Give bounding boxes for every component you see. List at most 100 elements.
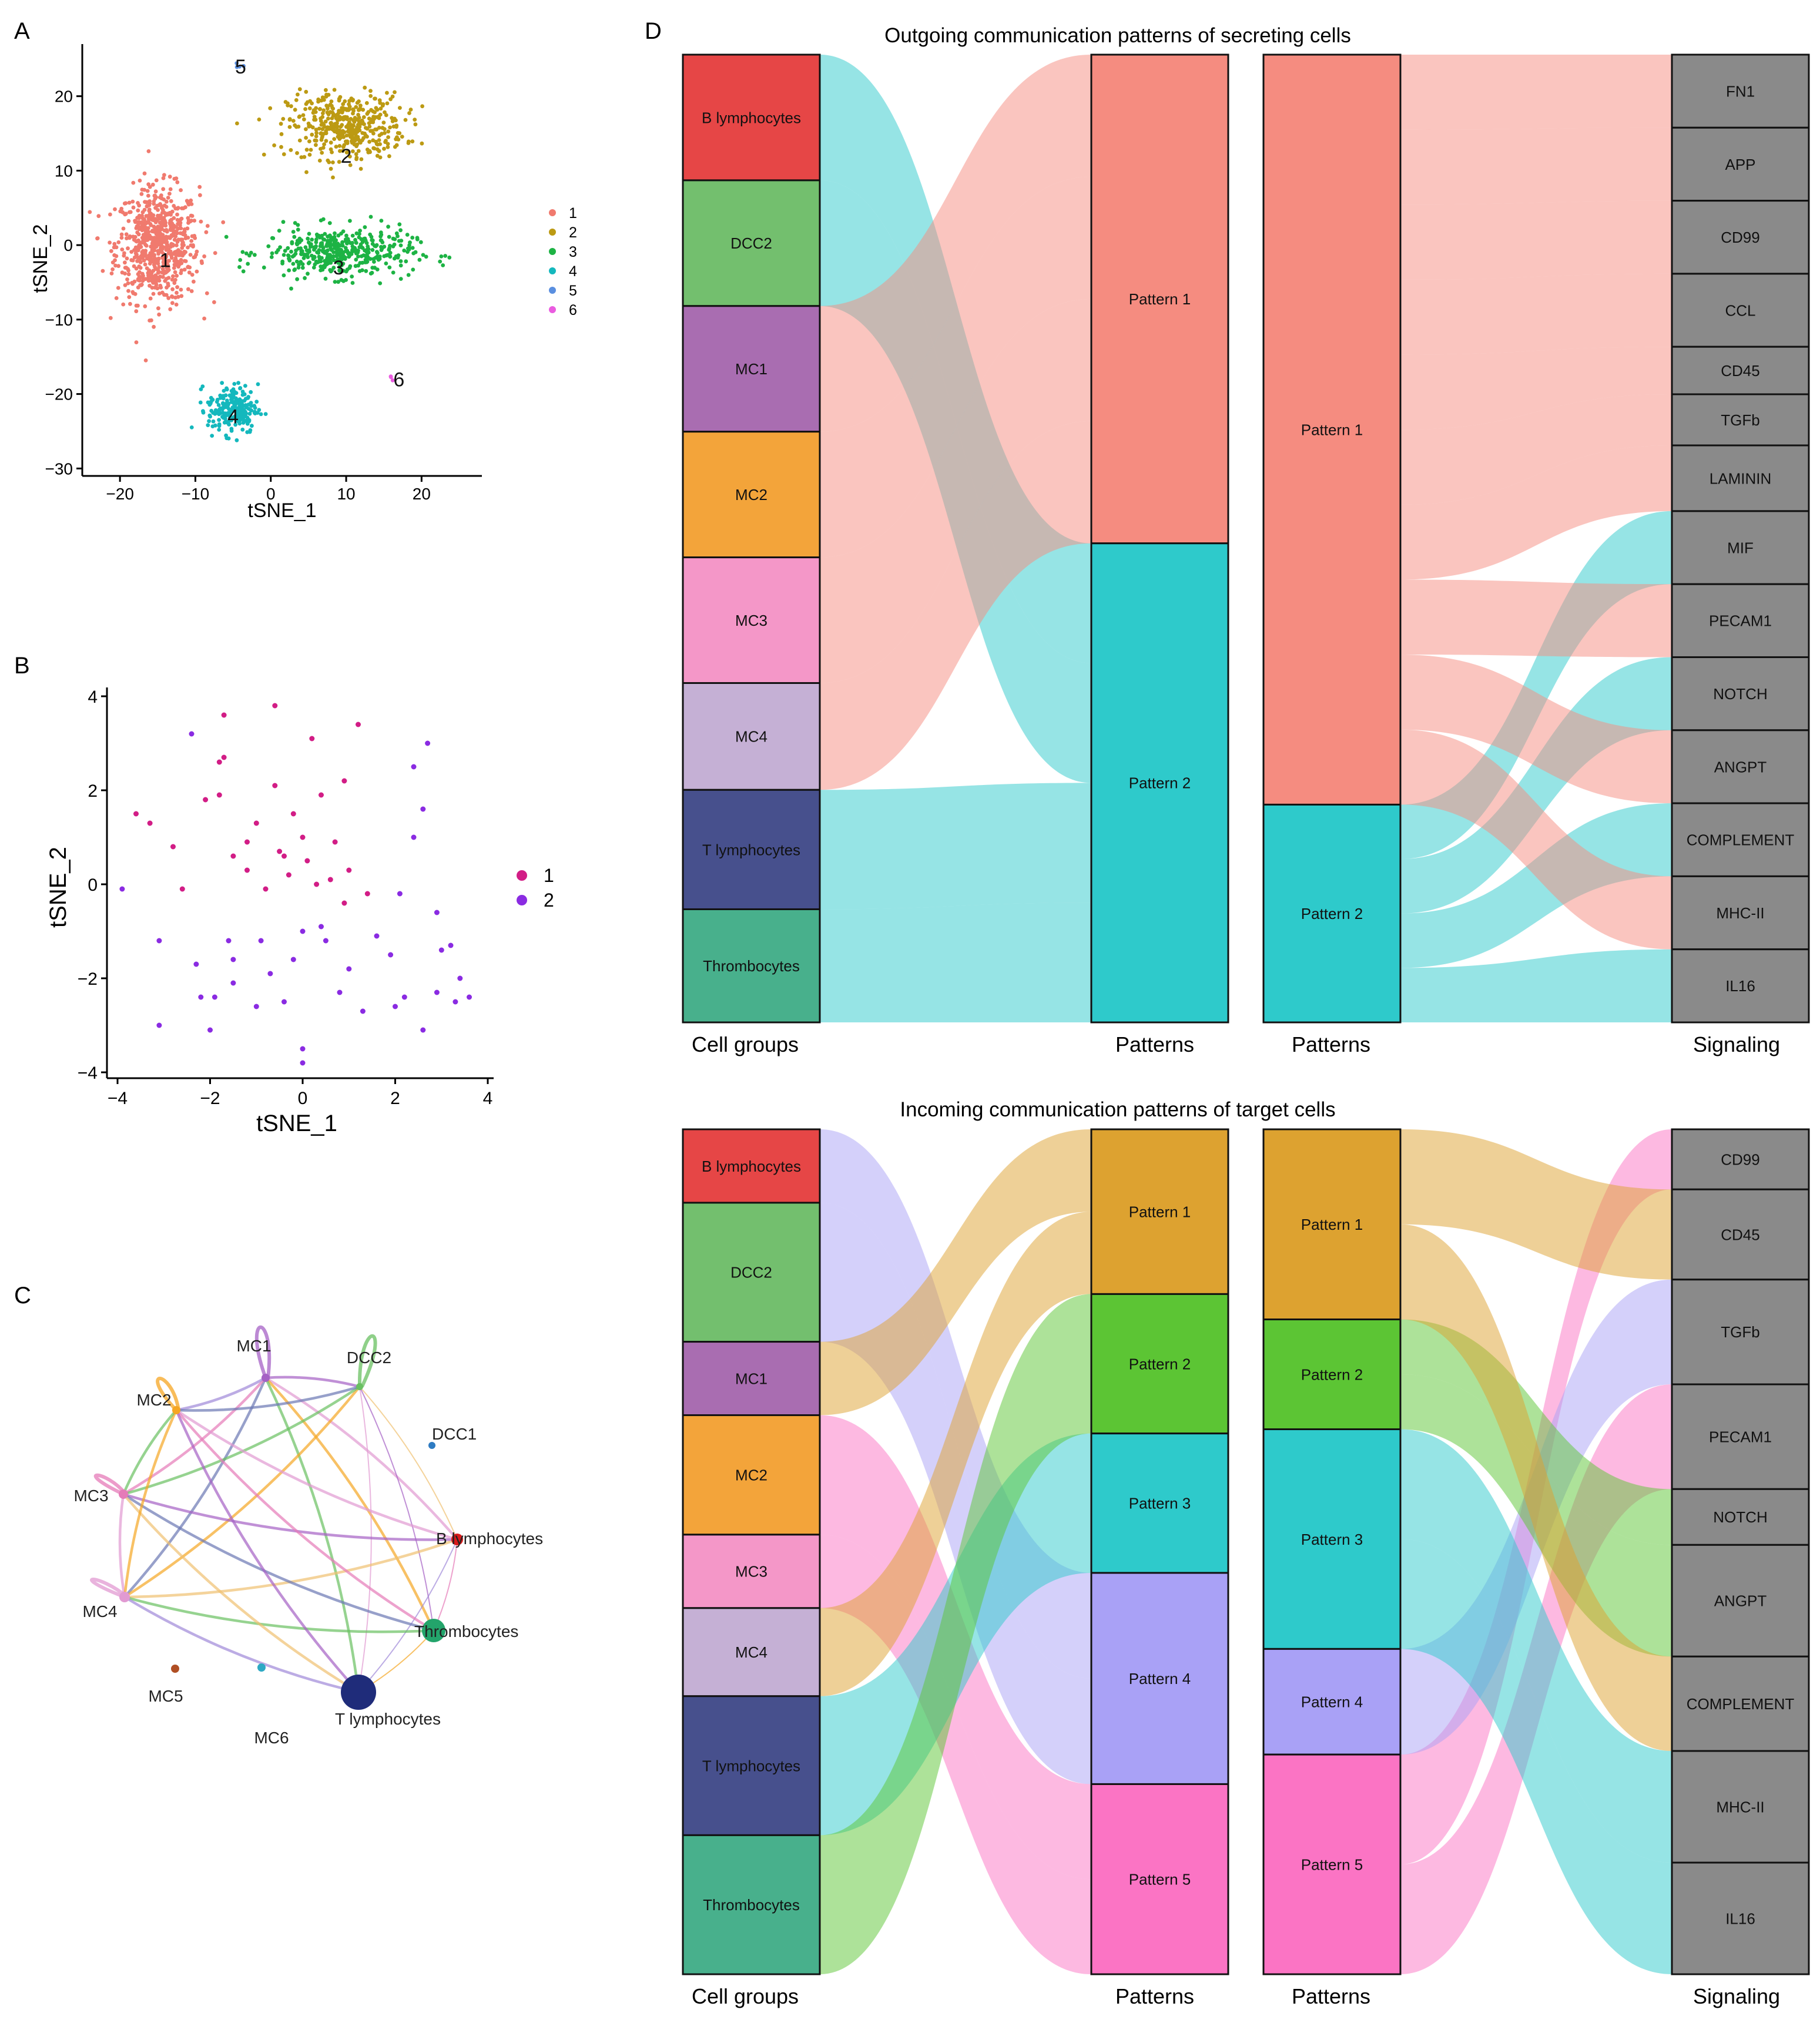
a-point-cluster-1 bbox=[113, 263, 118, 268]
alluvial-axis-label: Signaling bbox=[1693, 1984, 1780, 2008]
a-point-cluster-2 bbox=[318, 107, 322, 111]
b-point-cluster-1 bbox=[290, 811, 296, 817]
a-point-cluster-1 bbox=[156, 276, 161, 280]
a-point-cluster-6 bbox=[390, 378, 395, 383]
a-point-cluster-4 bbox=[256, 382, 260, 387]
a-point-cluster-3 bbox=[343, 237, 348, 241]
c-edge bbox=[123, 1492, 458, 1541]
a-point-cluster-2 bbox=[334, 145, 338, 149]
a-point-cluster-1 bbox=[162, 255, 166, 260]
a-point-cluster-4 bbox=[208, 414, 212, 419]
b-point-cluster-2 bbox=[360, 1008, 366, 1014]
a-point-cluster-1 bbox=[113, 207, 117, 212]
a-point-cluster-1 bbox=[125, 236, 129, 240]
a-point-cluster-2 bbox=[400, 135, 404, 139]
a-point-cluster-2 bbox=[351, 111, 355, 116]
a-point-cluster-3 bbox=[286, 246, 290, 250]
a-point-cluster-1 bbox=[143, 358, 148, 363]
a-point-cluster-2 bbox=[357, 108, 362, 112]
a-point-cluster-1 bbox=[142, 234, 146, 239]
b-point-cluster-2 bbox=[411, 834, 417, 840]
a-point-cluster-1 bbox=[138, 260, 143, 264]
a-point-cluster-2 bbox=[294, 98, 299, 102]
a-point-cluster-3 bbox=[358, 229, 362, 233]
b-point-cluster-2 bbox=[388, 952, 394, 958]
a-point-cluster-3 bbox=[289, 249, 293, 254]
signaling-label: ANGPT bbox=[1714, 1592, 1767, 1610]
a-point-cluster-3 bbox=[415, 237, 420, 241]
a-point-cluster-1 bbox=[162, 210, 167, 215]
a-point-cluster-2 bbox=[322, 125, 327, 129]
c-node-label: MC3 bbox=[73, 1487, 108, 1505]
b-xtick-label: 2 bbox=[390, 1089, 400, 1108]
a-point-cluster-3 bbox=[333, 280, 337, 284]
a-legend-swatch bbox=[549, 267, 556, 274]
c-edge bbox=[358, 1386, 372, 1693]
a-point-cluster-3 bbox=[246, 261, 250, 266]
a-point-cluster-2 bbox=[372, 146, 377, 151]
a-point-cluster-3 bbox=[299, 249, 304, 254]
a-point-cluster-1 bbox=[186, 202, 191, 207]
flow-pattern-to-signaling bbox=[1400, 273, 1672, 355]
signaling-label: PECAM1 bbox=[1709, 1428, 1772, 1446]
a-point-cluster-2 bbox=[303, 107, 307, 112]
a-point-cluster-3 bbox=[391, 236, 395, 241]
flow-pattern-to-signaling bbox=[1400, 729, 1672, 950]
b-point-cluster-2 bbox=[230, 980, 236, 986]
a-point-cluster-1 bbox=[164, 204, 169, 209]
signaling-box bbox=[1671, 1383, 1810, 1490]
a-point-cluster-3 bbox=[443, 254, 448, 258]
a-point-cluster-1 bbox=[183, 259, 188, 263]
a-point-cluster-3 bbox=[283, 249, 287, 253]
cell-group-box bbox=[682, 789, 821, 910]
a-point-cluster-3 bbox=[290, 241, 294, 246]
signaling-label: MHC-II bbox=[1716, 904, 1764, 922]
a-point-cluster-3 bbox=[306, 255, 310, 259]
a-point-cluster-2 bbox=[287, 125, 292, 129]
alluvial-axis-label: Cell groups bbox=[692, 1032, 799, 1056]
a-point-cluster-2 bbox=[268, 106, 273, 110]
a-point-cluster-1 bbox=[175, 212, 179, 217]
panel-b-ylabel: tSNE_2 bbox=[45, 847, 71, 928]
a-point-cluster-2 bbox=[358, 167, 363, 171]
a-point-cluster-1 bbox=[127, 295, 132, 299]
signaling-label: CD99 bbox=[1721, 229, 1759, 246]
a-point-cluster-1 bbox=[168, 187, 173, 192]
a-point-cluster-3 bbox=[238, 258, 243, 262]
a-point-cluster-2 bbox=[377, 114, 381, 119]
b-point-cluster-2 bbox=[207, 1027, 213, 1033]
a-point-cluster-2 bbox=[329, 166, 333, 171]
cell-group-label: MC3 bbox=[735, 612, 767, 629]
a-point-cluster-1 bbox=[197, 184, 202, 189]
a-point-cluster-1 bbox=[131, 205, 136, 210]
a-point-cluster-1 bbox=[183, 233, 187, 237]
a-point-cluster-4 bbox=[189, 425, 194, 430]
a-point-cluster-1 bbox=[170, 277, 175, 282]
b-point-cluster-2 bbox=[198, 994, 204, 1000]
panel-letter-d: D bbox=[645, 18, 662, 44]
a-point-cluster-1 bbox=[150, 249, 155, 254]
panel-a-ylabel: tSNE_2 bbox=[29, 224, 52, 293]
b-point-cluster-2 bbox=[337, 989, 343, 995]
pattern-box bbox=[1090, 1293, 1229, 1435]
c-edge bbox=[175, 1410, 360, 1693]
a-point-cluster-1 bbox=[151, 291, 156, 296]
a-point-cluster-1 bbox=[123, 212, 128, 217]
a-point-cluster-1 bbox=[145, 266, 149, 270]
a-point-cluster-3 bbox=[345, 249, 349, 253]
a-point-cluster-3 bbox=[397, 222, 402, 227]
a-point-cluster-2 bbox=[337, 131, 341, 136]
a-point-cluster-3 bbox=[359, 254, 364, 259]
a-point-cluster-1 bbox=[172, 204, 176, 208]
a-point-cluster-3 bbox=[364, 241, 369, 245]
b-point-cluster-2 bbox=[267, 971, 273, 977]
a-point-cluster-4 bbox=[231, 387, 236, 391]
b-point-cluster-2 bbox=[374, 933, 380, 939]
a-point-cluster-4 bbox=[234, 396, 238, 401]
c-edge bbox=[358, 1539, 458, 1693]
a-point-cluster-3 bbox=[373, 266, 377, 270]
a-point-cluster-1 bbox=[128, 210, 132, 214]
a-point-cluster-1 bbox=[182, 249, 187, 254]
a-point-cluster-1 bbox=[158, 283, 163, 288]
a-point-cluster-3 bbox=[340, 257, 344, 261]
